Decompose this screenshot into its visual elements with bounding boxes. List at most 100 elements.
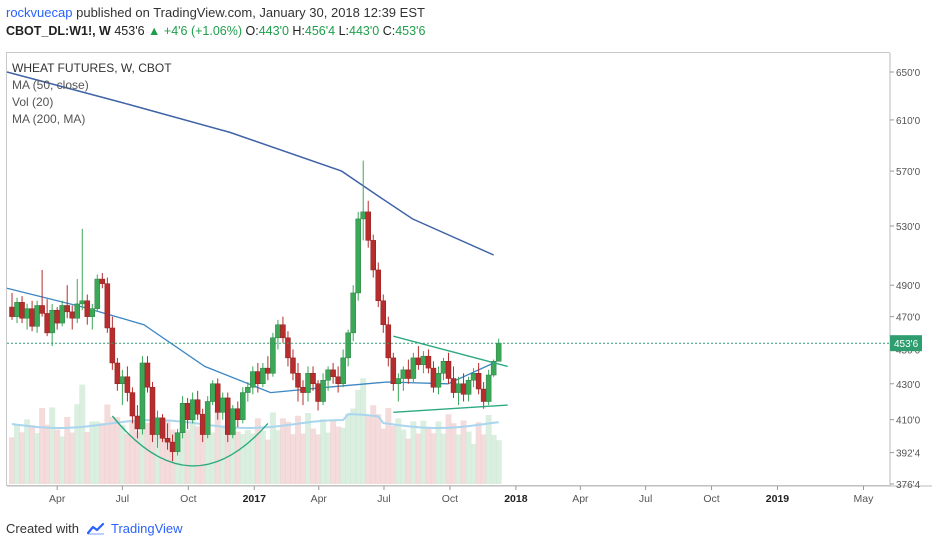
candle-body	[280, 324, 286, 339]
upper-trendline	[393, 335, 508, 368]
volume-bar	[350, 408, 357, 484]
volume-bar	[305, 413, 312, 484]
indicator-legend-item[interactable]: MA (50, close)	[12, 78, 89, 92]
volume-bar	[99, 423, 106, 484]
x-tick-label: Jul	[377, 493, 390, 505]
high-label: H:	[292, 24, 305, 38]
publish-info: rockvuecap published on TradingView.com,…	[6, 5, 425, 20]
volume-bar	[44, 424, 51, 484]
tradingview-link[interactable]: TradingView	[110, 521, 183, 536]
volume-bar	[345, 413, 352, 484]
chart-title[interactable]: WHEAT FUTURES, W, CBOT	[12, 61, 172, 75]
volume-bar	[315, 434, 322, 484]
candle-body	[300, 387, 306, 393]
candle-body	[265, 367, 271, 374]
y-tick-label: 376'4	[896, 480, 921, 491]
volume-bar	[360, 378, 367, 484]
candle-body	[320, 380, 326, 402]
candle-body	[260, 367, 266, 385]
volume-bar	[64, 416, 71, 484]
volume-bar	[385, 408, 392, 484]
price-change: +4'6 (+1.06%)	[163, 24, 243, 38]
indicator-legend-item[interactable]: MA (200, MA)	[12, 112, 85, 126]
volume-bar	[84, 432, 91, 484]
open-label: O:	[245, 24, 259, 38]
candle-body	[114, 362, 121, 385]
tradingview-logo-icon	[86, 522, 105, 535]
candle-body	[245, 387, 251, 393]
candle-body	[305, 373, 311, 393]
volume-bar	[114, 417, 121, 484]
volume-bar	[320, 419, 327, 484]
volume-bar	[390, 425, 397, 484]
candle-body	[405, 369, 412, 379]
candle-body	[310, 373, 316, 385]
candle-body	[14, 302, 20, 317]
volume-bar	[219, 426, 226, 484]
candle-body	[19, 302, 25, 319]
candle-body	[370, 240, 376, 271]
author-link[interactable]: rockvuecap	[6, 5, 73, 20]
last-price-badge	[890, 335, 922, 352]
x-tick-label: 2017	[243, 493, 267, 505]
volume-bar	[400, 429, 407, 484]
symbol-info: CBOT_DL:W1!, W 453'6 ▲ +4'6 (+1.06%) O:4…	[6, 24, 425, 38]
candle-body	[255, 371, 261, 385]
candle-body	[59, 305, 65, 324]
volume-bar	[475, 422, 482, 484]
x-tick-label: Apr	[311, 493, 328, 505]
candle-body	[84, 300, 91, 317]
volume-bar	[395, 418, 402, 484]
created-with-text: Created with	[6, 521, 79, 536]
candle-body	[340, 357, 346, 385]
x-tick-label: Oct	[442, 493, 458, 505]
candle-body	[129, 392, 136, 417]
volume-bar	[485, 415, 492, 484]
volume-bar	[209, 432, 216, 484]
volume-bar	[244, 429, 251, 484]
candle-body	[209, 383, 216, 402]
rounding-bottom-arc	[111, 415, 269, 467]
y-tick-label: 570'0	[896, 167, 921, 178]
volume-ma-line	[11, 413, 499, 429]
candle-body	[174, 432, 181, 452]
x-tick-label: May	[854, 493, 875, 505]
candle-body	[189, 399, 196, 420]
volume-bar	[365, 414, 372, 484]
candle-body	[335, 376, 341, 385]
candle-body	[169, 441, 176, 452]
candle-body	[275, 324, 281, 339]
y-tick-label: 430'0	[896, 380, 921, 391]
candle-body	[204, 401, 211, 435]
volume-bar	[94, 421, 101, 484]
x-tick-label: Oct	[703, 493, 719, 505]
volume-bar	[199, 433, 206, 484]
volume-bar	[279, 418, 286, 484]
candle-body	[425, 355, 432, 369]
volume-bar	[194, 426, 201, 484]
indicator-legend-item[interactable]: Vol (20)	[12, 95, 53, 109]
volume-bar	[69, 432, 76, 484]
volume-bar	[89, 421, 96, 484]
candle-body	[435, 373, 442, 388]
volume-bar	[149, 418, 156, 484]
candle-body	[345, 332, 351, 359]
candle-body	[380, 300, 387, 325]
candle-body	[290, 357, 296, 374]
candle-body	[199, 413, 206, 435]
y-tick-label: 410'0	[896, 416, 921, 427]
y-tick-label: 650'0	[896, 68, 921, 79]
candle-body	[219, 397, 226, 413]
candle-body	[29, 308, 35, 327]
candle-body	[159, 417, 166, 439]
candle-body	[194, 399, 201, 415]
low-value: 443'0	[349, 24, 380, 38]
volume-bar	[325, 432, 332, 484]
candle-body	[350, 292, 356, 334]
volume-bar	[14, 424, 21, 484]
candle-body	[285, 337, 291, 359]
candle-body	[79, 300, 86, 305]
volume-bar	[425, 428, 432, 484]
volume-bar	[109, 416, 116, 484]
